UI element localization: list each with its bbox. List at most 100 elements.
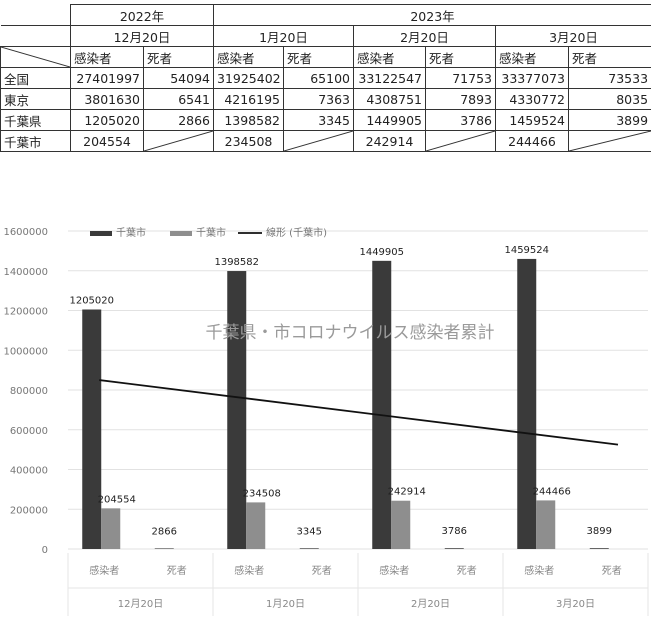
- y-tick-label: 0: [42, 545, 48, 556]
- infected-header: 感染者: [213, 46, 284, 68]
- table-cell: 1449905: [353, 109, 426, 131]
- bar: [154, 548, 174, 549]
- table-row: 全国 27401997 54094 31925402 65100 3312254…: [0, 67, 651, 89]
- table-cell: 204554: [70, 130, 144, 152]
- table-cell: 3345: [283, 109, 354, 131]
- bar: [372, 260, 392, 549]
- diagonal-line: [426, 131, 495, 151]
- year-2022: 2022年: [70, 4, 214, 26]
- table-cell: 1205020: [70, 109, 144, 131]
- statistics-table: 2022年 2023年 12月20日 1月20日 2月20日 3月20日 感染者…: [0, 4, 651, 152]
- data-label: 1205020: [69, 296, 114, 307]
- corner-blank: [0, 25, 71, 47]
- legend-label: 千葉市: [116, 226, 146, 239]
- table-cell: 3801630: [70, 88, 144, 110]
- data-label: 2866: [152, 526, 177, 537]
- chart-title: 千葉県・市コロナウイルス感染者累計: [206, 323, 495, 343]
- x-sub-category-label: 感染者: [379, 564, 409, 577]
- diagonal-corner-cell: [0, 46, 71, 68]
- deaths-header: 死者: [425, 46, 496, 68]
- table-cell: 71753: [425, 67, 496, 89]
- y-tick-label: 800000: [10, 386, 48, 397]
- x-sub-category-label: 死者: [602, 565, 622, 577]
- table-cell: 27401997: [70, 67, 144, 89]
- diagonal-empty-cell: [425, 130, 496, 152]
- bar: [589, 548, 609, 549]
- legend-label: 線形 (千葉市): [266, 226, 327, 239]
- legend-swatch: [170, 231, 192, 236]
- y-tick-label: 400000: [10, 466, 48, 477]
- region-label: 東京: [0, 88, 71, 110]
- diagonal-empty-cell: [143, 130, 214, 152]
- table-cell: 31925402: [213, 67, 284, 89]
- date-header: 3月20日: [494, 25, 651, 47]
- bar: [227, 271, 247, 549]
- infected-header: 感染者: [495, 46, 569, 68]
- table-cell: 1398582: [213, 109, 284, 131]
- statistics-table-container: 2022年 2023年 12月20日 1月20日 2月20日 3月20日 感染者…: [0, 4, 651, 221]
- table-cell: 3786: [425, 109, 496, 131]
- table-cell: 4216195: [213, 88, 284, 110]
- table-cell: 65100: [283, 67, 354, 89]
- bar: [517, 258, 537, 549]
- bar: [444, 548, 464, 549]
- y-tick-label: 200000: [10, 505, 48, 516]
- infected-header: 感染者: [353, 46, 426, 68]
- corner-blank: [0, 4, 71, 26]
- x-category-label: 1月20日: [266, 598, 305, 610]
- infected-header: 感染者: [70, 46, 144, 68]
- region-label: 千葉県: [0, 109, 71, 131]
- bar: [391, 500, 411, 549]
- year-2023: 2023年: [212, 4, 651, 26]
- year-header-row: 2022年 2023年: [0, 4, 651, 26]
- table-cell: 54094: [143, 67, 214, 89]
- x-sub-category-label: 死者: [457, 565, 477, 577]
- date-header: 12月20日: [70, 25, 214, 47]
- data-label: 1459524: [504, 245, 549, 256]
- diagonal-line: [144, 131, 213, 151]
- table-cell: 4330772: [495, 88, 569, 110]
- x-category-label: 12月20日: [118, 598, 163, 610]
- diagonal-line: [284, 131, 353, 151]
- x-sub-category-label: 感染者: [89, 564, 119, 577]
- table-cell: 7893: [425, 88, 496, 110]
- table-cell: 33377073: [495, 67, 569, 89]
- date-header: 1月20日: [213, 25, 354, 47]
- table-cell: 2866: [143, 109, 214, 131]
- region-label: 千葉市: [0, 130, 71, 152]
- legend-label: 千葉市: [196, 226, 226, 239]
- data-label: 244466: [533, 486, 571, 497]
- bar-chart: 0 200000 400000 600000 800000 1000000 1200000 1…: [3, 226, 649, 616]
- data-label: 3345: [297, 526, 322, 537]
- data-label: 204554: [98, 494, 136, 505]
- table-cell: 234508: [213, 130, 284, 152]
- region-label: 全国: [0, 67, 71, 89]
- diagonal-empty-cell: [567, 130, 651, 152]
- bar: [536, 500, 556, 549]
- deaths-header: 死者: [567, 46, 651, 68]
- y-tick-label: 1400000: [3, 267, 48, 278]
- chart-container: 0 200000 400000 600000 800000 1000000 1200000 1…: [0, 223, 651, 618]
- table-row: 東京 3801630 6541 4216195 7363 4308751 789…: [0, 88, 651, 110]
- data-label: 3786: [442, 526, 467, 537]
- data-label: 242914: [388, 487, 426, 498]
- table-cell: 1459524: [495, 109, 569, 131]
- legend-swatch: [90, 231, 112, 236]
- table-cell: 7363: [283, 88, 354, 110]
- bar: [82, 309, 102, 549]
- y-tick-label: 1600000: [3, 227, 48, 238]
- table-cell: 242914: [353, 130, 426, 152]
- deaths-header: 死者: [283, 46, 354, 68]
- deaths-header: 死者: [143, 46, 214, 68]
- x-sub-category-label: 死者: [312, 565, 332, 577]
- x-category-label: 2月20日: [411, 598, 450, 610]
- data-label: 1398582: [214, 257, 259, 268]
- x-sub-category-label: 死者: [167, 565, 187, 577]
- y-tick-label: 1000000: [3, 346, 48, 357]
- table-cell: 6541: [143, 88, 214, 110]
- date-header: 2月20日: [353, 25, 496, 47]
- y-tick-label: 600000: [10, 426, 48, 437]
- table-cell: 33122547: [353, 67, 426, 89]
- data-label: 3899: [587, 526, 612, 537]
- table-cell: 3899: [567, 109, 651, 131]
